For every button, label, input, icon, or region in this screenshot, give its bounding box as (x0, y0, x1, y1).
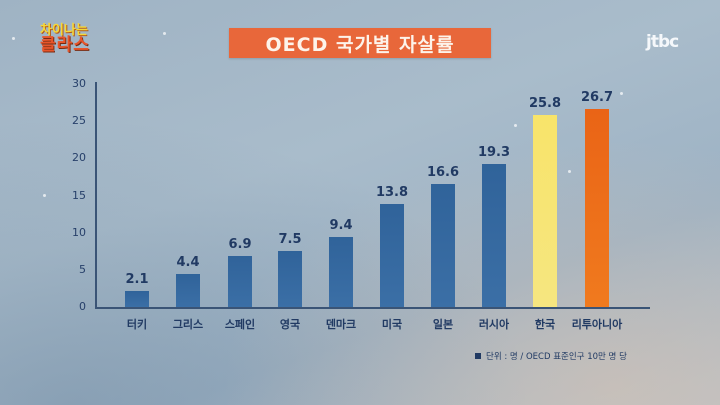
x-category-label: 터키 (126, 318, 148, 331)
bar-4 (329, 237, 353, 307)
bar-7 (482, 163, 506, 307)
x-category-label: 러시아 (478, 318, 510, 331)
bar-1 (176, 274, 200, 307)
bar-value-label: 9.4 (329, 218, 353, 234)
x-category-label: 스페인 (224, 318, 256, 331)
snow-dot (620, 92, 623, 95)
snow-dot (568, 170, 571, 173)
x-axis (95, 307, 650, 309)
y-axis (95, 82, 97, 308)
chart-title-banner: OECD 국가별 자살률 (229, 28, 491, 58)
bar-9 (585, 108, 609, 307)
bar-value-label: 26.7 (580, 89, 614, 105)
x-category-label: 그리스 (172, 318, 204, 331)
bar-value-label: 4.4 (176, 255, 200, 271)
bar-8 (533, 115, 557, 307)
y-tick-label: 30 (72, 77, 86, 90)
bar-value-label: 2.1 (125, 272, 149, 288)
bar-value-label: 7.5 (278, 232, 302, 248)
x-category-label: 영국 (279, 318, 301, 331)
bar-0 (125, 291, 149, 307)
bar-6 (431, 183, 455, 307)
show-logo: 차이나는 클라스 (40, 24, 90, 54)
y-tick-label: 20 (72, 151, 86, 165)
show-logo-line2: 클라스 (40, 35, 90, 55)
y-tick-label: 0 (79, 300, 86, 313)
y-tick-label: 25 (72, 114, 86, 128)
snow-dot (514, 124, 517, 127)
snow-dot (43, 194, 46, 197)
x-category-label: 덴마크 (325, 318, 357, 331)
bar-value-label: 19.3 (477, 144, 511, 160)
bar-5 (380, 204, 404, 307)
unit-note: 단위 : 명 / OECD 표준인구 10만 명 당 (475, 350, 627, 362)
x-category-label: 일본 (432, 318, 454, 331)
broadcaster-logo: jtbc (646, 32, 679, 52)
snow-dot (12, 37, 15, 40)
bar-3 (278, 251, 302, 307)
chart-title: OECD 국가별 자살률 (265, 33, 455, 56)
show-logo-line1: 차이나는 (40, 23, 88, 38)
bar-2 (228, 255, 252, 307)
bar-value-label: 13.8 (375, 185, 409, 201)
y-tick-label: 5 (79, 262, 86, 276)
bar-value-label: 25.8 (528, 96, 562, 112)
note-square-icon (475, 353, 481, 359)
x-category-label: 한국 (534, 318, 556, 331)
y-tick-label: 10 (72, 225, 86, 239)
y-tick-label: 15 (72, 188, 86, 202)
x-category-label: 리투아니아 (571, 318, 623, 331)
x-category-label: 미국 (381, 318, 403, 331)
bar-value-label: 16.6 (426, 164, 460, 180)
bar-value-label: 6.9 (228, 236, 252, 252)
unit-note-text: 단위 : 명 / OECD 표준인구 10만 명 당 (486, 352, 627, 362)
snow-dot (163, 32, 166, 35)
